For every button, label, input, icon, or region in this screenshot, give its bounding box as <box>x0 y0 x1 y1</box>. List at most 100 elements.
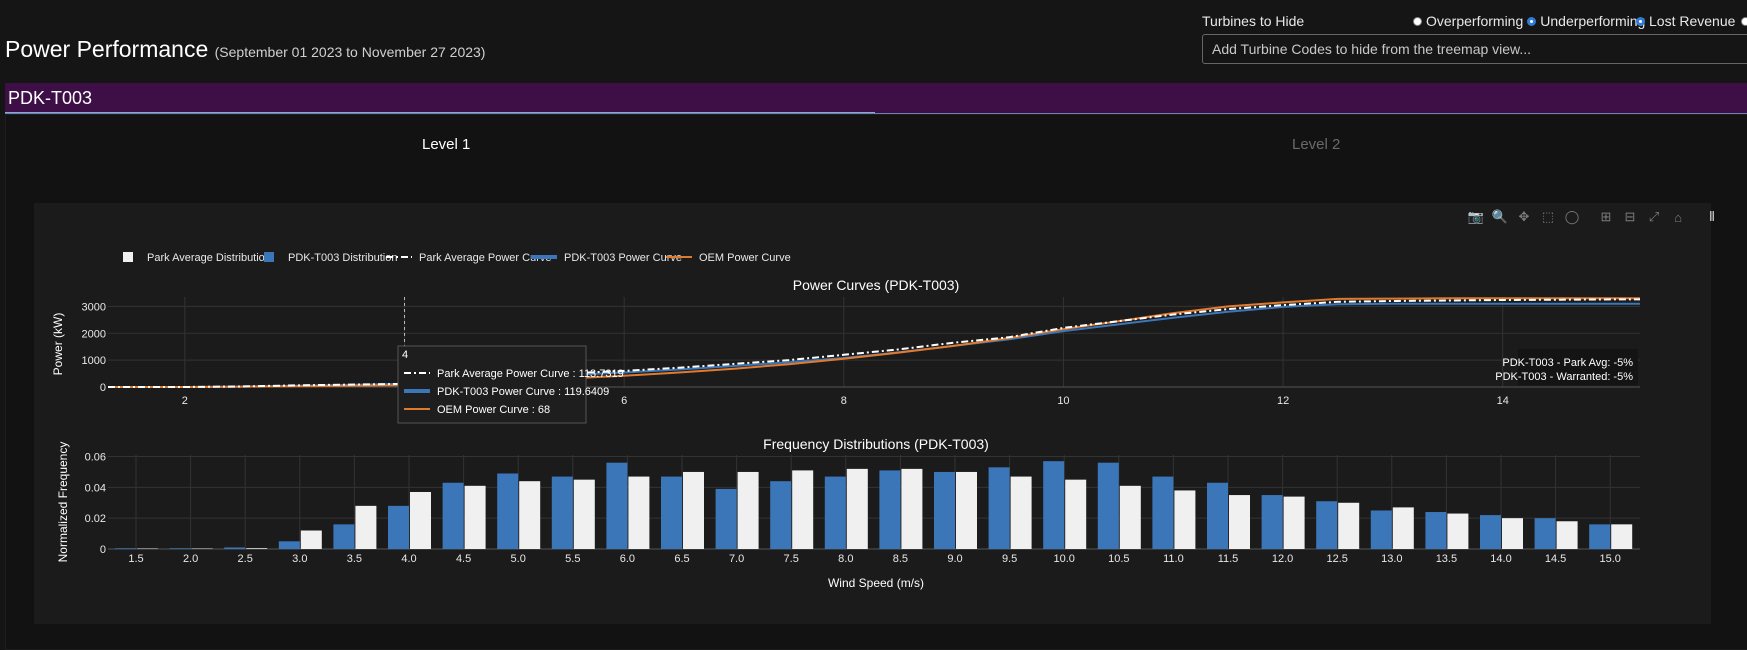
hover-tooltip: 4 Park Average Power Curve : 113.7319 PD… <box>398 346 624 423</box>
power-curve-xtick: 14 <box>1497 395 1509 407</box>
frequency-bar-turbine <box>1480 515 1501 549</box>
frequency-ytick: 0.06 <box>85 452 106 464</box>
tooltip-row-oem: OEM Power Curve : 68 <box>437 404 550 416</box>
frequency-xtick: 11.5 <box>1218 553 1239 565</box>
frequency-xtick: 6.5 <box>674 553 689 565</box>
frequency-bar-park <box>1338 503 1359 549</box>
frequency-xtick: 10.0 <box>1053 553 1074 565</box>
frequency-ytick: 0.02 <box>85 513 106 525</box>
frequency-bar-turbine <box>716 489 737 549</box>
frequency-bar-park <box>1447 514 1468 549</box>
frequency-bar-park <box>1174 490 1195 549</box>
frequency-xtick: 13.5 <box>1436 553 1457 565</box>
frequency-bar-turbine <box>825 477 846 549</box>
power-curve-ylabel: Power (kW) <box>51 313 65 376</box>
frequency-xtick: 12.5 <box>1326 553 1347 565</box>
frequency-bar-park <box>956 472 977 549</box>
legend-label-turbine-curve: PDK-T003 Power Curve <box>564 252 682 264</box>
frequency-bar-park <box>792 470 813 549</box>
frequency-xtick: 7.0 <box>729 553 744 565</box>
performance-annotation: PDK-T003 - Park Avg: -5% PDK-T003 - Warr… <box>1495 349 1638 385</box>
frequency-ytick: 0 <box>100 544 106 556</box>
frequency-xtick: 12.0 <box>1272 553 1293 565</box>
frequency-bar-park <box>1011 477 1032 549</box>
legend-item-oem-curve[interactable]: OEM Power Curve <box>666 252 791 264</box>
power-curve-title: Power Curves (PDK-T003) <box>793 277 960 293</box>
tooltip-row-park: Park Average Power Curve : 113.7319 <box>437 368 624 380</box>
frequency-bar-park <box>738 472 759 549</box>
turbine-power-curve <box>108 304 1640 387</box>
park-average-power-curve <box>108 299 1640 387</box>
frequency-bar-park <box>301 531 322 549</box>
legend-label-turbine-distribution: PDK-T003 Distribution <box>288 252 397 264</box>
legend-label-park-distribution: Park Average Distribution <box>147 252 271 264</box>
frequency-xtick: 4.0 <box>401 553 416 565</box>
frequency-xtick: 7.5 <box>784 553 799 565</box>
legend[interactable]: Park Average Distribution PDK-T003 Distr… <box>123 252 791 264</box>
frequency-ylabel: Normalized Frequency <box>56 442 70 563</box>
frequency-bar-park <box>410 492 431 549</box>
power-curve-xtick: 2 <box>182 395 188 407</box>
frequency-xtick: 4.5 <box>456 553 471 565</box>
oem-power-curve <box>108 298 1640 387</box>
frequency-bar-turbine <box>497 473 518 549</box>
frequency-bar-turbine <box>279 541 300 549</box>
tooltip-x: 4 <box>402 349 408 361</box>
power-curve-xtick: 12 <box>1277 395 1289 407</box>
frequency-bar-park <box>519 481 540 549</box>
frequency-xtick: 8.5 <box>893 553 908 565</box>
frequency-bars[interactable] <box>115 461 1632 549</box>
frequency-xtick: 15.0 <box>1599 553 1620 565</box>
frequency-bar-park <box>901 469 922 549</box>
power-curve-lines[interactable] <box>108 298 1640 387</box>
frequency-xtick: 14.0 <box>1490 553 1511 565</box>
frequency-bar-turbine <box>224 547 245 549</box>
frequency-bar-park <box>628 477 649 549</box>
frequency-bar-park <box>1557 521 1578 549</box>
power-curve-ytick: 0 <box>100 382 106 394</box>
frequency-bar-park <box>1120 486 1141 549</box>
frequency-bar-park <box>246 548 267 549</box>
frequency-xtick: 3.0 <box>292 553 307 565</box>
frequency-bar-turbine <box>115 548 136 549</box>
frequency-xtick: 1.5 <box>128 553 143 565</box>
power-curve-xtick: 10 <box>1057 395 1069 407</box>
frequency-bar-park <box>465 486 486 549</box>
frequency-xtick: 2.0 <box>183 553 198 565</box>
frequency-bar-park <box>1502 518 1523 549</box>
frequency-bar-turbine <box>1316 501 1337 549</box>
power-curve-xtick: 8 <box>841 395 847 407</box>
frequency-xtick: 13.0 <box>1381 553 1402 565</box>
annotation-park-avg: PDK-T003 - Park Avg: -5% <box>1502 357 1633 369</box>
power-curve-ytick: 2000 <box>82 328 106 340</box>
frequency-bar-turbine <box>1207 483 1228 549</box>
frequency-bar-turbine <box>606 463 627 549</box>
frequency-bar-turbine <box>1535 518 1556 549</box>
frequency-xtick: 6.0 <box>620 553 635 565</box>
frequency-bar-turbine <box>388 506 409 549</box>
legend-swatch-turbine-distribution <box>264 252 274 262</box>
frequency-bar-park <box>683 472 704 549</box>
frequency-bar-turbine <box>552 477 573 549</box>
tooltip-row-turbine: PDK-T003 Power Curve : 119.6409 <box>437 386 609 398</box>
power-curve-xtick: 6 <box>621 395 627 407</box>
legend-item-turbine-curve[interactable]: PDK-T003 Power Curve <box>531 252 682 264</box>
frequency-bar-turbine <box>333 524 354 549</box>
legend-item-turbine-distribution[interactable]: PDK-T003 Distribution <box>264 252 397 264</box>
legend-item-park-distribution[interactable]: Park Average Distribution <box>123 252 271 264</box>
frequency-xtick: 9.0 <box>947 553 962 565</box>
frequency-xtick: 3.5 <box>347 553 362 565</box>
frequency-bar-turbine <box>1152 477 1173 549</box>
frequency-xtick: 8.0 <box>838 553 853 565</box>
frequency-bar-turbine <box>934 472 955 549</box>
frequency-bar-park <box>1393 507 1414 549</box>
frequency-bar-park <box>1611 524 1632 549</box>
annotation-warranted: PDK-T003 - Warranted: -5% <box>1495 371 1633 383</box>
frequency-xtick: 9.5 <box>1002 553 1017 565</box>
frequency-bar-turbine <box>1371 510 1392 549</box>
frequency-bar-park <box>1229 495 1250 549</box>
power-curve-ytick: 1000 <box>82 355 106 367</box>
legend-item-park-curve[interactable]: Park Average Power Curve <box>386 252 551 264</box>
legend-label-oem-curve: OEM Power Curve <box>699 252 791 264</box>
